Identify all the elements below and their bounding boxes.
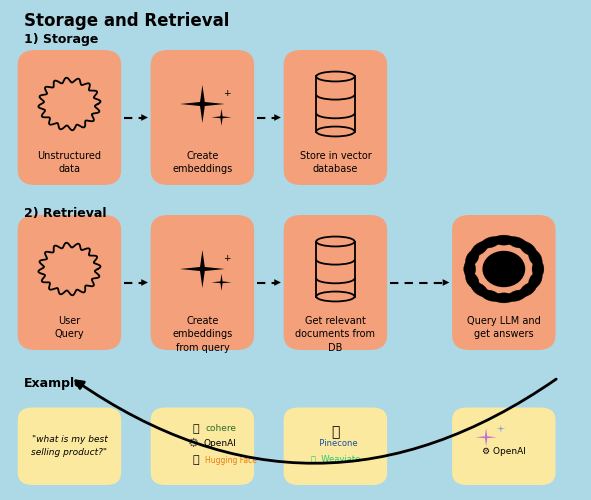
Polygon shape — [212, 108, 232, 126]
Text: Query LLM and
get answers: Query LLM and get answers — [467, 316, 541, 340]
FancyBboxPatch shape — [284, 215, 387, 350]
Text: 2) Retrieval: 2) Retrieval — [24, 208, 106, 220]
Ellipse shape — [471, 282, 488, 296]
Text: Create
embeddings: Create embeddings — [173, 151, 232, 174]
FancyBboxPatch shape — [452, 408, 556, 485]
Text: 🤗: 🤗 — [193, 455, 200, 465]
Circle shape — [483, 252, 525, 286]
Polygon shape — [496, 424, 506, 432]
Ellipse shape — [466, 250, 479, 266]
Text: Storage and Retrieval: Storage and Retrieval — [24, 12, 229, 30]
Text: 🐘: 🐘 — [331, 425, 340, 440]
FancyBboxPatch shape — [452, 215, 556, 350]
Ellipse shape — [507, 290, 527, 302]
Text: 🌊  Weaviate: 🌊 Weaviate — [311, 454, 360, 463]
Text: 1) Storage: 1) Storage — [24, 32, 98, 46]
Ellipse shape — [532, 260, 544, 278]
Ellipse shape — [480, 290, 501, 302]
FancyBboxPatch shape — [284, 408, 387, 485]
Text: Store in vector
database: Store in vector database — [300, 151, 371, 174]
Ellipse shape — [528, 250, 542, 266]
Text: Hugging Face: Hugging Face — [206, 456, 257, 465]
Text: "what is my best
selling product?": "what is my best selling product?" — [31, 436, 108, 457]
Text: Create
embeddings
from query: Create embeddings from query — [173, 316, 232, 352]
Ellipse shape — [471, 242, 488, 256]
Polygon shape — [212, 274, 232, 291]
Ellipse shape — [507, 236, 527, 248]
Text: +: + — [223, 254, 231, 263]
Ellipse shape — [519, 242, 537, 256]
Polygon shape — [180, 85, 225, 123]
Ellipse shape — [466, 272, 479, 288]
FancyBboxPatch shape — [151, 215, 254, 350]
FancyBboxPatch shape — [151, 408, 254, 485]
FancyBboxPatch shape — [18, 408, 121, 485]
FancyBboxPatch shape — [151, 50, 254, 185]
FancyBboxPatch shape — [18, 215, 121, 350]
Text: User
Query: User Query — [54, 316, 85, 340]
Ellipse shape — [519, 282, 537, 296]
Text: ⚙: ⚙ — [188, 437, 200, 450]
Text: Get relevant
documents from
DB: Get relevant documents from DB — [296, 316, 375, 352]
Polygon shape — [475, 428, 496, 446]
Text: Example: Example — [24, 378, 83, 390]
Text: Unstructured
data: Unstructured data — [37, 151, 102, 174]
Text: Pinecone: Pinecone — [314, 440, 357, 448]
Ellipse shape — [493, 293, 514, 303]
Ellipse shape — [464, 260, 476, 278]
Ellipse shape — [480, 236, 501, 248]
FancyBboxPatch shape — [284, 50, 387, 185]
Text: 🌿: 🌿 — [193, 424, 200, 434]
Ellipse shape — [493, 235, 514, 245]
Ellipse shape — [528, 272, 542, 288]
Text: OpenAI: OpenAI — [203, 440, 236, 448]
Polygon shape — [180, 250, 225, 288]
Text: ⚙ OpenAI: ⚙ OpenAI — [482, 447, 526, 456]
Text: cohere: cohere — [206, 424, 236, 433]
Text: +: + — [223, 89, 231, 98]
FancyBboxPatch shape — [18, 50, 121, 185]
